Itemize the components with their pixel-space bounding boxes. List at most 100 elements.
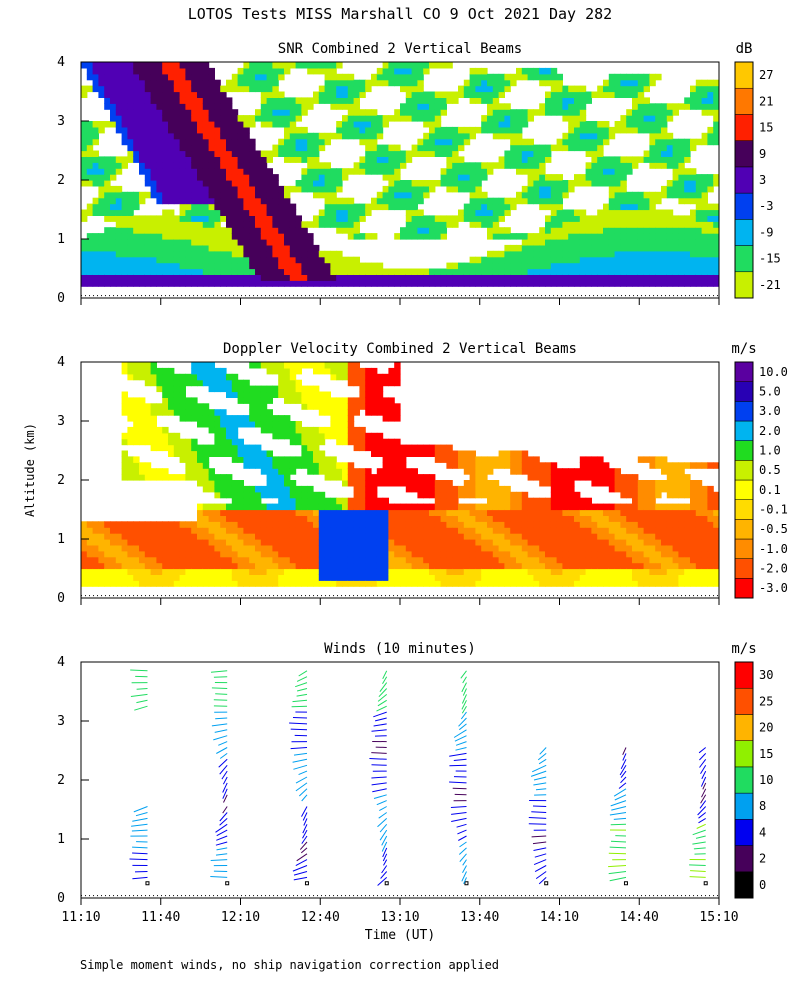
snr-cell (707, 256, 714, 264)
snr-cell (452, 156, 459, 163)
doppler-cell (539, 544, 546, 552)
snr-cell (376, 274, 384, 281)
snr-cell (411, 180, 418, 187)
doppler-cell (260, 527, 268, 534)
doppler-cell (98, 556, 105, 564)
snr-cell (289, 239, 297, 246)
doppler-cell (353, 574, 360, 581)
snr-cell (550, 185, 558, 193)
doppler-cell (423, 556, 430, 564)
doppler-cell (139, 533, 146, 540)
doppler-cell (133, 456, 140, 463)
doppler-cell (255, 397, 262, 404)
snr-cell (400, 233, 407, 240)
doppler-cell (434, 544, 442, 552)
doppler-cell (307, 515, 314, 522)
snr-cell (498, 162, 505, 169)
snr-cell (278, 209, 285, 216)
snr-cell (133, 250, 140, 258)
snr-cell (684, 221, 691, 228)
snr-cell (226, 180, 233, 187)
snr-cell (133, 215, 140, 222)
snr-cell (179, 244, 186, 252)
snr-cell (666, 280, 674, 287)
snr-cell (579, 209, 587, 216)
snr-cell (579, 126, 587, 134)
snr-cell (423, 138, 430, 146)
doppler-cell (220, 562, 227, 570)
snr-cell (237, 280, 244, 287)
doppler-cell (313, 438, 320, 446)
snr-cell (202, 79, 210, 87)
snr-cell (139, 144, 146, 152)
doppler-cell (104, 527, 111, 534)
snr-cell (127, 79, 134, 87)
doppler-cell (202, 403, 210, 410)
snr-cell (684, 144, 691, 152)
snr-cell (220, 126, 227, 134)
snr-cell (173, 109, 181, 116)
doppler-cell (272, 462, 279, 469)
snr-cell (324, 168, 331, 175)
snr-cell (162, 73, 169, 81)
snr-cell (347, 103, 355, 110)
snr-cell (191, 191, 198, 199)
doppler-cell (168, 568, 175, 575)
doppler-cell (359, 468, 366, 475)
snr-cell (81, 250, 88, 258)
snr-cell (429, 185, 436, 193)
snr-cell (313, 250, 320, 258)
snr-cell (463, 85, 471, 93)
snr-cell (202, 268, 210, 275)
snr-cell (423, 221, 430, 228)
snr-cell (376, 115, 384, 122)
doppler-cell (492, 456, 500, 463)
snr-cell (289, 150, 297, 157)
snr-cell (417, 97, 424, 104)
snr-cell (458, 268, 465, 275)
doppler-cell (133, 533, 140, 540)
snr-cell (150, 191, 157, 199)
snr-cell (278, 185, 285, 193)
doppler-cell (214, 503, 221, 511)
snr-cell (516, 162, 523, 169)
doppler-cell (318, 562, 326, 570)
snr-cell (197, 85, 204, 93)
snr-cell (649, 121, 656, 128)
doppler-cell (231, 415, 239, 422)
snr-cell (86, 138, 94, 146)
doppler-cell (469, 515, 476, 522)
snr-cell (463, 138, 471, 146)
doppler-cell (400, 468, 407, 475)
doppler-cell (202, 462, 210, 469)
snr-cell (144, 239, 152, 246)
snr-cell (231, 132, 239, 140)
doppler-cell (527, 539, 534, 546)
snr-cell (162, 244, 169, 252)
doppler-cell (139, 568, 146, 575)
doppler-cell (220, 385, 227, 393)
doppler-cell (318, 462, 326, 469)
doppler-cell (492, 491, 500, 499)
snr-colorbar-unit: dB (736, 41, 753, 57)
doppler-cell (394, 509, 401, 516)
snr-cell (371, 156, 378, 163)
doppler-cell (446, 450, 453, 457)
snr-cell (289, 62, 297, 69)
snr-cell (533, 262, 540, 270)
snr-cell (510, 203, 517, 211)
snr-cell (110, 203, 117, 211)
doppler-cell (243, 503, 250, 511)
doppler-cell (411, 562, 418, 570)
doppler-cell (307, 485, 314, 493)
snr-cell (226, 79, 233, 87)
snr-cell (266, 115, 273, 122)
snr-cell (313, 274, 320, 281)
snr-cell (214, 168, 221, 175)
doppler-cell (255, 462, 262, 469)
doppler-cell (434, 556, 442, 564)
doppler-cell (168, 403, 175, 410)
doppler-cell (121, 562, 128, 570)
snr-cell (603, 268, 610, 275)
snr-cell (139, 268, 146, 275)
